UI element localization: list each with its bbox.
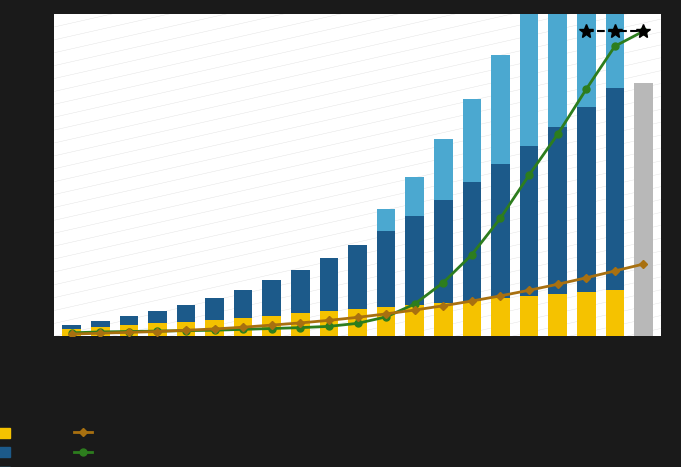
Bar (577, 292, 595, 336)
Bar (548, 294, 567, 336)
Bar (405, 177, 424, 215)
Bar (234, 290, 253, 318)
Bar (348, 245, 367, 309)
Bar (91, 321, 110, 327)
Bar (377, 307, 396, 336)
Bar (605, 0, 624, 88)
Bar (120, 325, 138, 336)
Bar (63, 325, 81, 328)
Bar (148, 311, 167, 323)
Bar (205, 298, 224, 320)
Bar (462, 183, 481, 301)
Bar (176, 322, 195, 336)
Bar (491, 298, 510, 336)
Bar (120, 317, 138, 325)
Bar (577, 107, 595, 292)
Legend: , , , , : , , , , (0, 423, 105, 467)
Bar (548, 127, 567, 294)
Bar (434, 140, 453, 199)
Bar (634, 83, 652, 336)
Bar (291, 313, 310, 336)
Bar (434, 199, 453, 303)
Bar (63, 328, 81, 336)
Bar (548, 0, 567, 127)
Bar (377, 209, 396, 231)
Bar (377, 231, 396, 307)
Bar (491, 164, 510, 298)
Bar (176, 305, 195, 322)
Bar (262, 280, 281, 316)
Bar (405, 305, 424, 336)
Bar (577, 0, 595, 107)
Bar (319, 311, 338, 336)
Bar (462, 301, 481, 336)
Bar (520, 296, 539, 336)
Bar (491, 55, 510, 164)
Bar (405, 215, 424, 305)
Bar (348, 309, 367, 336)
Bar (605, 290, 624, 336)
Bar (520, 146, 539, 296)
Bar (520, 11, 539, 146)
Bar (462, 99, 481, 183)
Bar (319, 258, 338, 311)
Bar (91, 327, 110, 336)
Bar (605, 88, 624, 290)
Bar (148, 323, 167, 336)
Bar (205, 320, 224, 336)
Bar (434, 303, 453, 336)
Bar (291, 269, 310, 313)
Bar (262, 316, 281, 336)
Bar (234, 318, 253, 336)
